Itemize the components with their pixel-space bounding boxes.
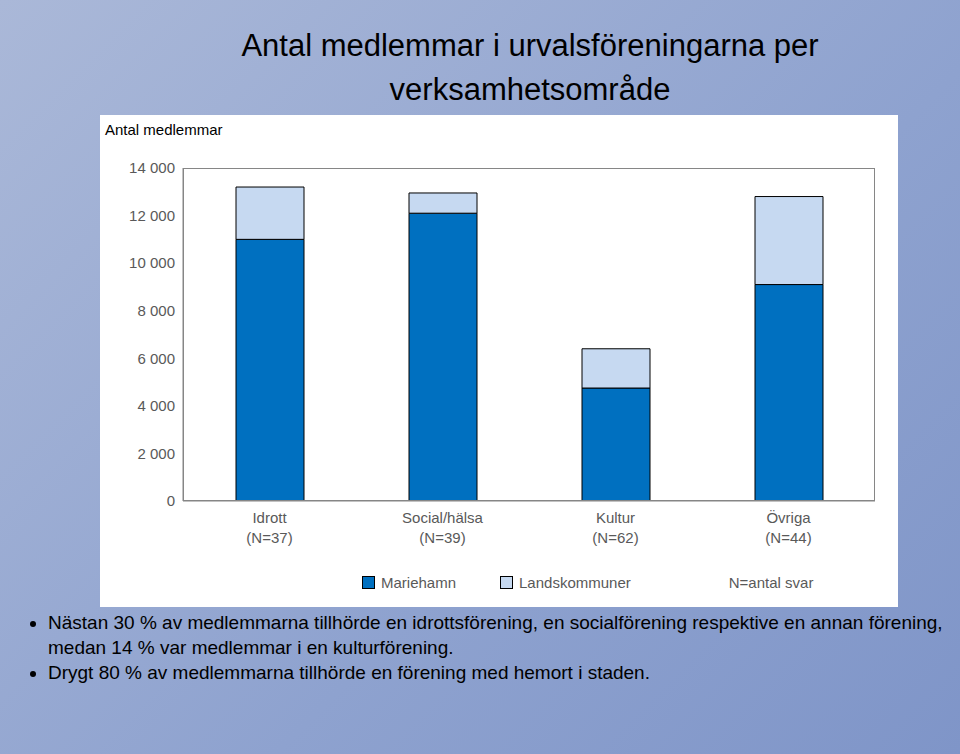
html-text:Mariehamn: Mariehamn — [381, 574, 456, 591]
svg-text:6 000: 6 000 — [137, 350, 175, 367]
svg-text:0: 0 — [167, 492, 175, 509]
html-text:Nästan 30 % av medlemmarna til: Nästan 30 % av medlemmarna tillhörde en … — [48, 612, 943, 658]
html-text:Drygt 80 % av medlemmarna till: Drygt 80 % av medlemmarna tillhörde en f… — [48, 662, 650, 683]
html-text:Antal medlemmar i urvalsföreni: Antal medlemmar i urvalsföreningarna per… — [241, 28, 819, 107]
html-text:Landskommuner: Landskommuner — [519, 574, 631, 591]
svg-text:2 000: 2 000 — [137, 445, 175, 462]
svg-text:Social/hälsa(N=39): Social/hälsa(N=39) — [402, 509, 484, 546]
svg-text:Övriga(N=44): Övriga(N=44) — [765, 509, 811, 546]
svg-text:Idrott(N=37): Idrott(N=37) — [246, 509, 292, 546]
svg-text:8 000: 8 000 — [137, 302, 175, 319]
svg-text:14 000: 14 000 — [129, 159, 175, 176]
svg-text:Kultur(N=62): Kultur(N=62) — [592, 509, 638, 546]
svg-text:4 000: 4 000 — [137, 397, 175, 414]
html-text:Antal medlemmar: Antal medlemmar — [105, 121, 223, 138]
html-text:N=antal svar: N=antal svar — [728, 574, 814, 591]
svg-text:12 000: 12 000 — [129, 207, 175, 224]
svg-text:10 000: 10 000 — [129, 254, 175, 271]
